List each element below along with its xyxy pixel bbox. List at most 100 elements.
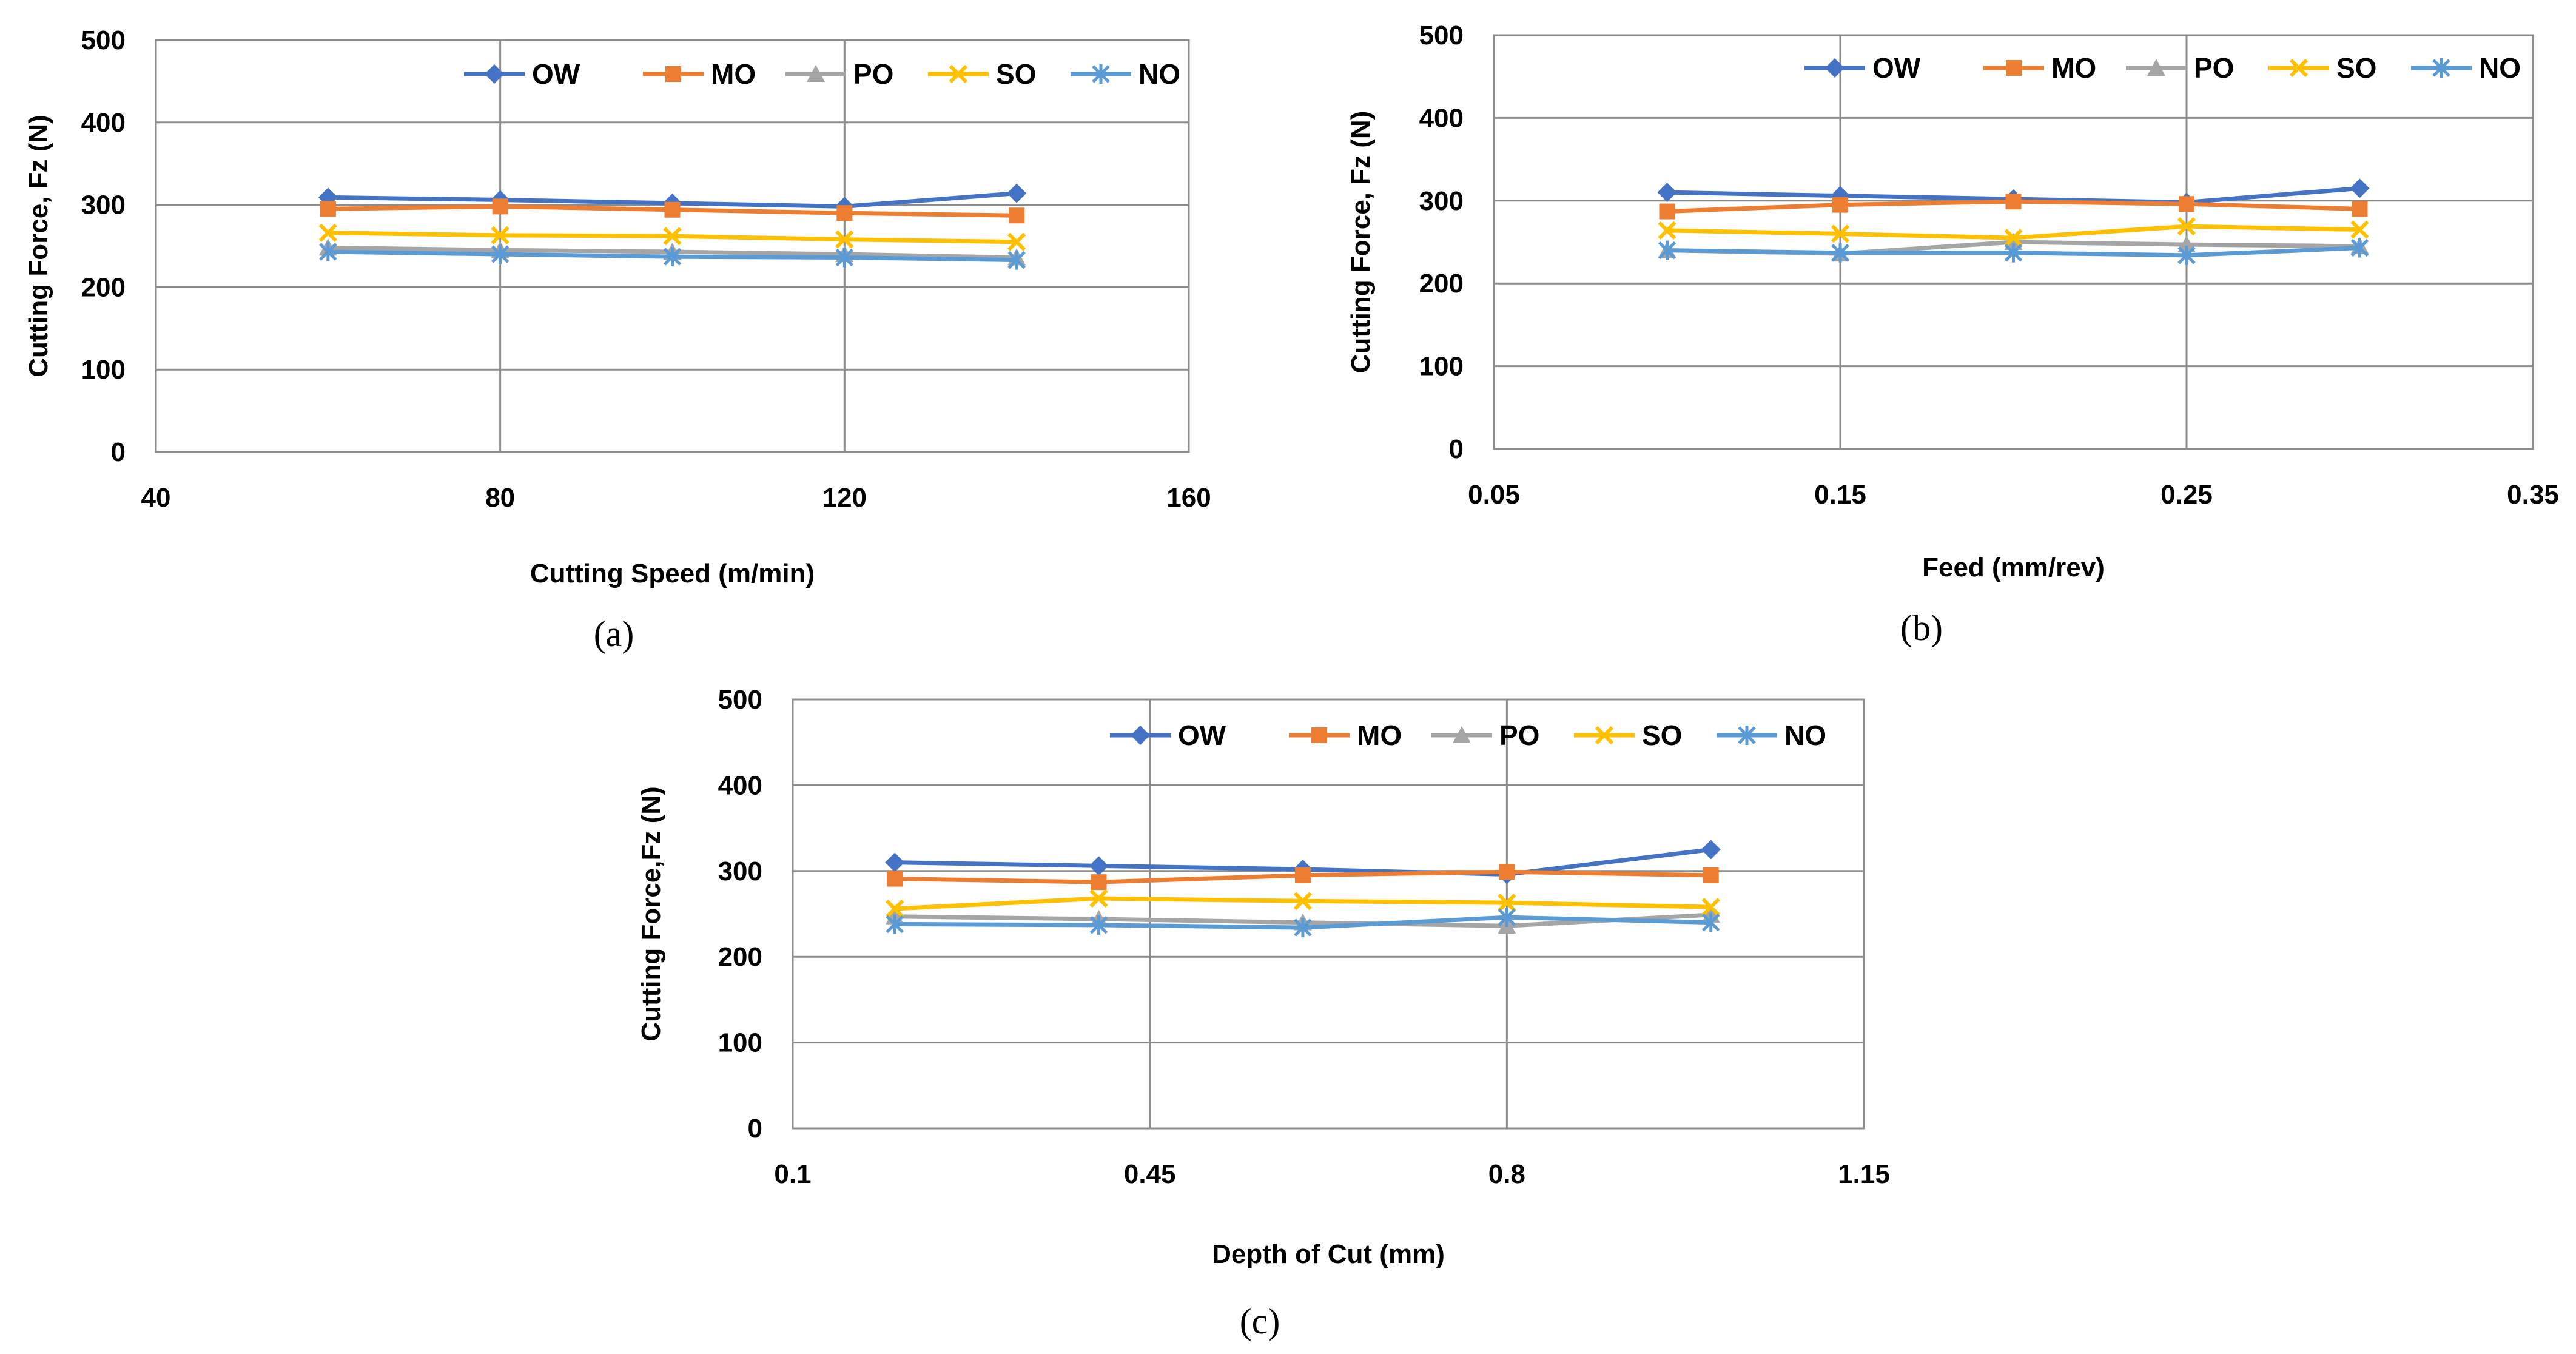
data-point-so bbox=[2350, 220, 2369, 239]
data-point-ow bbox=[1089, 856, 1109, 876]
legend: OW MO PO SO NO bbox=[1110, 719, 1826, 751]
data-point-no bbox=[1294, 918, 1312, 938]
x-axis-title: Depth of Cut (mm) bbox=[1212, 1239, 1445, 1269]
data-point-so bbox=[1658, 221, 1676, 240]
legend-label-ow: OW bbox=[1178, 719, 1226, 751]
legend-label-mo: MO bbox=[2051, 52, 2096, 84]
data-point-mo bbox=[1499, 864, 1515, 880]
data-point-so bbox=[663, 227, 682, 246]
series-so bbox=[886, 889, 1720, 918]
y-tick-label: 100 bbox=[81, 355, 126, 385]
data-point-no bbox=[1498, 908, 1516, 928]
data-point-mo bbox=[2352, 201, 2368, 217]
legend-marker-so bbox=[949, 64, 968, 84]
x-tick-label: 0.25 bbox=[2161, 480, 2213, 510]
data-point-so bbox=[1089, 889, 1108, 908]
data-point-so bbox=[1831, 224, 1850, 243]
legend-label-po: PO bbox=[2194, 52, 2234, 84]
y-tick-label: 400 bbox=[1419, 103, 1464, 133]
data-point-so bbox=[1007, 232, 1026, 251]
data-point-mo bbox=[1659, 203, 1675, 220]
y-tick-label: 300 bbox=[81, 190, 126, 220]
legend-marker-mo bbox=[665, 66, 681, 82]
data-point-mo bbox=[1294, 867, 1311, 883]
legend-label-mo: MO bbox=[711, 58, 756, 90]
series-mo bbox=[887, 864, 1719, 891]
data-point-so bbox=[318, 223, 337, 242]
data-point-po bbox=[2177, 235, 2196, 253]
legend-label-so: SO bbox=[996, 58, 1036, 90]
legend-label-mo: MO bbox=[1357, 719, 1402, 751]
data-point-mo bbox=[664, 201, 681, 218]
data-point-no bbox=[1701, 912, 1720, 932]
data-point-ow bbox=[2350, 178, 2370, 198]
plot-area-frame bbox=[155, 39, 1190, 453]
x-tick-label: 80 bbox=[485, 483, 515, 513]
y-tick-label: 300 bbox=[1419, 186, 1464, 216]
data-point-no bbox=[1089, 915, 1108, 935]
legend-marker-ow bbox=[1825, 58, 1845, 78]
series-no bbox=[886, 908, 1720, 938]
data-point-ow bbox=[1657, 183, 1677, 203]
chart-a: 0 100 200 300 400 500 40 80 120 160 Cutting Force,… bbox=[24, 25, 1211, 654]
y-tick-label: 0 bbox=[748, 1114, 762, 1143]
legend-label-so: SO bbox=[2336, 52, 2376, 84]
plot-area-frame bbox=[1493, 34, 2534, 450]
series-so bbox=[318, 223, 1026, 251]
legend-marker-mo bbox=[1311, 727, 1327, 743]
legend-label-po: PO bbox=[1499, 719, 1539, 751]
data-point-no bbox=[886, 914, 904, 934]
series-so bbox=[1658, 217, 2369, 248]
data-point-so bbox=[1701, 898, 1720, 917]
x-tick-label: 0.15 bbox=[1814, 480, 1866, 510]
y-tick-label: 0 bbox=[1449, 434, 1464, 464]
data-point-so bbox=[2004, 229, 2023, 248]
legend: OW MO PO SO NO bbox=[1804, 52, 2521, 84]
legend-marker-so bbox=[1595, 726, 1614, 745]
x-tick-label: 0.1 bbox=[774, 1159, 811, 1189]
legend-label-no: NO bbox=[2479, 52, 2521, 84]
legend-marker-no bbox=[2432, 58, 2450, 78]
data-point-no bbox=[1007, 250, 1026, 270]
x-tick-label: 0.8 bbox=[1488, 1159, 1525, 1189]
legend-marker-ow bbox=[485, 64, 504, 84]
legend-marker-po bbox=[807, 65, 825, 82]
plot-area-frame bbox=[792, 698, 1865, 1130]
legend: OW MO PO SO NO bbox=[464, 58, 1180, 90]
data-point-mo bbox=[1009, 207, 1025, 224]
data-point-no bbox=[2004, 243, 2023, 263]
panel-caption: (a) bbox=[594, 614, 634, 654]
x-tick-label: 120 bbox=[822, 483, 867, 513]
data-point-mo bbox=[492, 198, 508, 215]
y-tick-label: 200 bbox=[81, 272, 126, 302]
data-point-no bbox=[1658, 240, 1676, 260]
data-point-ow bbox=[1701, 840, 1721, 860]
y-tick-label: 100 bbox=[1419, 352, 1464, 382]
legend-marker-po bbox=[2147, 59, 2165, 76]
data-point-so bbox=[835, 230, 854, 249]
data-point-so bbox=[886, 899, 904, 918]
legend-marker-no bbox=[1092, 64, 1110, 84]
legend-marker-mo bbox=[2006, 60, 2022, 76]
data-point-no bbox=[2350, 238, 2369, 258]
data-point-mo bbox=[1703, 867, 1719, 883]
legend-label-no: NO bbox=[1138, 58, 1180, 90]
y-axis-title: Cutting Force,Fz (N) bbox=[636, 786, 666, 1041]
legend-marker-no bbox=[1738, 726, 1756, 745]
x-tick-label: 0.05 bbox=[1468, 480, 1520, 510]
legend-marker-so bbox=[2289, 58, 2309, 78]
series-mo bbox=[1659, 194, 2368, 220]
data-point-mo bbox=[2179, 196, 2194, 212]
legend-label-ow: OW bbox=[532, 58, 580, 90]
data-point-mo bbox=[836, 205, 853, 221]
data-point-so bbox=[1293, 892, 1313, 911]
y-axis-title: Cutting Force, Fz (N) bbox=[24, 115, 53, 377]
panel-caption: (c) bbox=[1240, 1301, 1280, 1341]
data-point-mo bbox=[887, 871, 903, 887]
data-point-no bbox=[663, 247, 682, 267]
legend-label-so: SO bbox=[1642, 719, 1682, 751]
data-point-no bbox=[2177, 245, 2196, 265]
y-tick-label: 200 bbox=[1419, 269, 1464, 298]
x-tick-label: 40 bbox=[141, 483, 171, 513]
y-axis-title: Cutting Force, Fz (N) bbox=[1346, 111, 1376, 374]
